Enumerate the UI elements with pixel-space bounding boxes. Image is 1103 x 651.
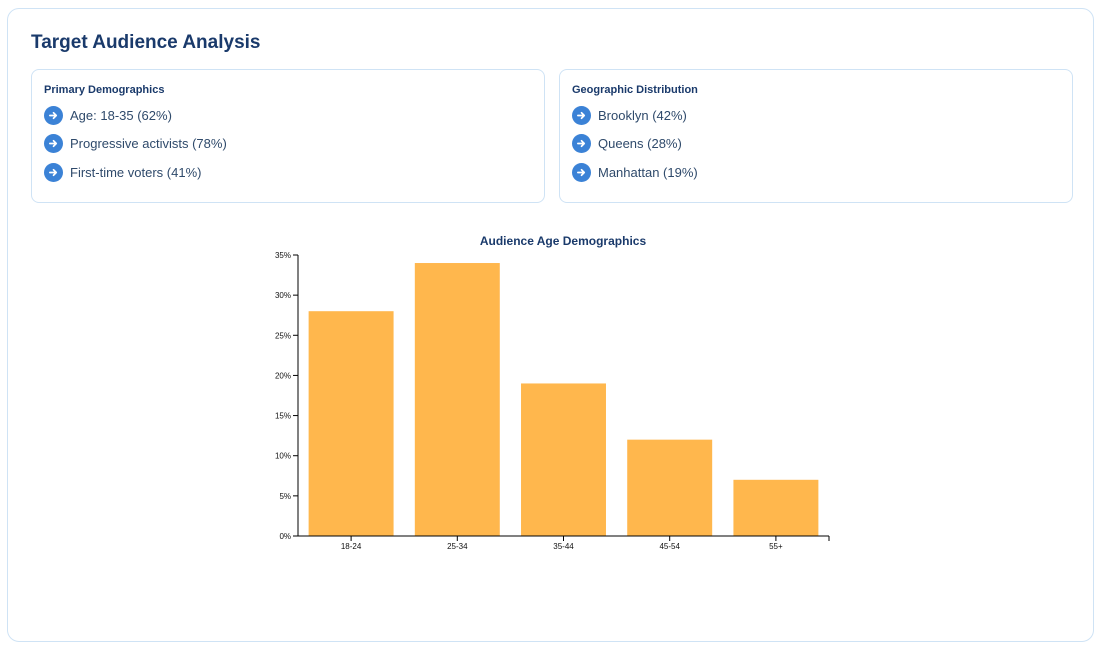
x-tick-label: 18-24: [341, 542, 362, 551]
list-item: Brooklyn (42%): [572, 105, 698, 125]
primary-demographics-card: Primary Demographics Age: 18-35 (62%) Pr…: [31, 69, 545, 203]
y-tick-label: 35%: [275, 251, 291, 260]
bar-55+: [733, 479, 819, 536]
bar-35-44: [521, 383, 606, 536]
x-tick-label: 35-44: [553, 542, 574, 551]
arrow-right-circle-icon: [572, 134, 591, 153]
card-title-primary: Primary Demographics: [44, 84, 165, 96]
list-item: Progressive activists (78%): [44, 134, 227, 154]
list-item-label: First-time voters (41%): [70, 164, 202, 180]
card-title-geographic: Geographic Distribution: [572, 84, 698, 96]
list-item-label: Progressive activists (78%): [70, 136, 227, 151]
x-tick-label: 25-34: [447, 542, 468, 551]
bar-18-24: [308, 311, 394, 536]
geographic-distribution-list: Brooklyn (42%) Queens (28%) Manhattan (1…: [572, 105, 698, 191]
chart-plot-area: 0% 5% 10% 15% 20% 25% 30% 35% 18-24 25-34 35-44 45-…: [275, 251, 830, 551]
list-item: First-time voters (41%): [44, 162, 227, 182]
primary-demographics-list: Age: 18-35 (62%) Progressive activists (…: [44, 105, 227, 191]
bar-25-34: [414, 263, 500, 536]
y-tick-label: 15%: [275, 412, 291, 421]
list-item-label: Age: 18-35 (62%): [70, 107, 172, 123]
list-item-label: Manhattan (19%): [598, 164, 698, 180]
bar-45-54: [627, 439, 713, 536]
geographic-distribution-card: Geographic Distribution Brooklyn (42%) Q…: [559, 69, 1073, 203]
arrow-right-circle-icon: [572, 105, 591, 125]
x-tick-label: 55+: [769, 542, 783, 551]
arrow-right-circle-icon: [572, 162, 591, 182]
y-tick-label: 20%: [275, 371, 291, 380]
y-tick-label: 25%: [275, 331, 291, 340]
page-title: Target Audience Analysis: [31, 32, 261, 53]
list-item: Queens (28%): [572, 134, 698, 154]
chart-title: Audience Age Demographics: [480, 234, 647, 248]
arrow-right-circle-icon: [44, 134, 63, 153]
y-tick-label: 30%: [275, 291, 291, 300]
x-tick-label: 45-54: [659, 542, 680, 551]
list-item: Manhattan (19%): [572, 162, 698, 182]
arrow-right-circle-icon: [44, 162, 63, 182]
y-tick-label: 5%: [279, 492, 291, 501]
list-item-label: Queens (28%): [598, 136, 682, 151]
y-tick-label: 10%: [275, 452, 291, 461]
arrow-right-circle-icon: [44, 105, 63, 125]
list-item: Age: 18-35 (62%): [44, 105, 227, 125]
y-tick-label: 0%: [279, 532, 291, 541]
list-item-label: Brooklyn (42%): [598, 107, 687, 123]
